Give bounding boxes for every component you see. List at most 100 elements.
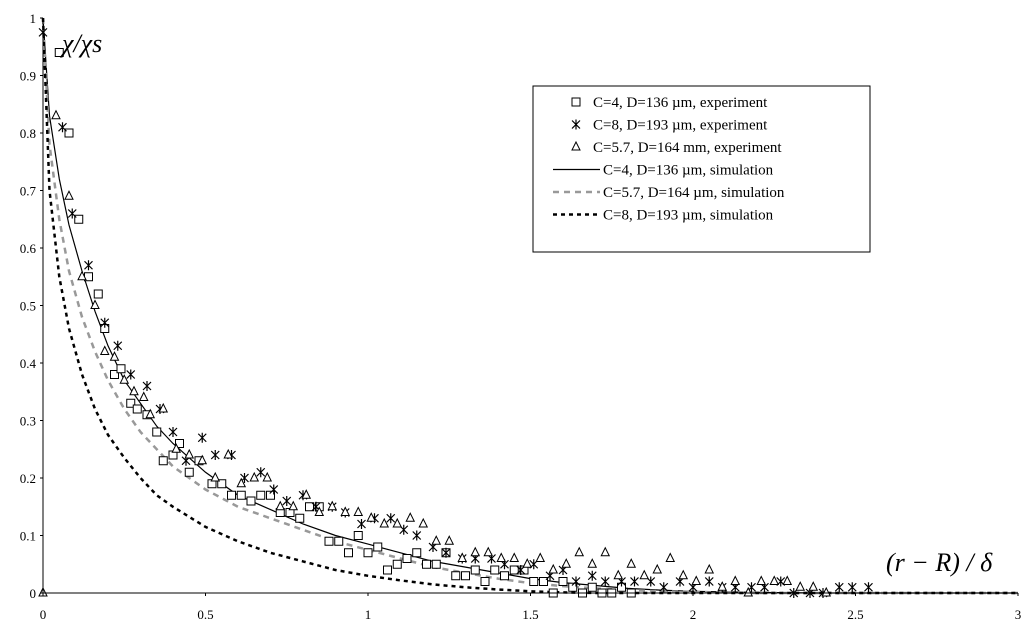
data-point-triangle — [77, 270, 87, 281]
y-tick-label: 0 — [30, 586, 37, 601]
data-point-square — [93, 289, 103, 299]
data-point-triangle — [418, 517, 429, 528]
x-tick-label: 0 — [40, 607, 47, 622]
data-point-triangle — [99, 345, 110, 355]
series-5-curve — [41, 17, 1018, 595]
data-point-square — [227, 490, 236, 500]
data-point-square — [305, 502, 314, 512]
data-point-triangle — [561, 558, 572, 568]
data-point-triangle — [431, 535, 442, 545]
data-point-star — [659, 582, 669, 593]
data-point-triangle — [379, 517, 390, 528]
data-point-triangle — [119, 374, 130, 384]
simulation-line — [41, 17, 1018, 595]
data-point-triangle — [405, 512, 416, 522]
data-point-square — [353, 531, 363, 540]
y-tick-label: 0.2 — [20, 471, 36, 486]
legend-entry-label: C=8, D=193 µm, experiment — [593, 118, 768, 134]
legend-entry-label: C=4, D=136 µm, simulation — [603, 163, 774, 179]
data-point-triangle — [496, 552, 507, 562]
data-point-triangle — [639, 569, 650, 580]
data-point-star — [168, 427, 178, 437]
data-point-triangle — [652, 563, 663, 574]
data-point-triangle — [483, 546, 494, 557]
data-point-square — [246, 496, 256, 506]
data-point-square — [132, 404, 142, 414]
data-point-triangle — [184, 448, 195, 459]
simulation-line — [42, 17, 1018, 594]
data-point-star — [571, 576, 581, 587]
data-point-star — [100, 317, 110, 328]
data-point-star — [113, 340, 123, 351]
data-point-triangle — [444, 535, 455, 545]
data-point-star — [847, 582, 857, 593]
data-point-triangle — [509, 552, 520, 562]
data-point-square — [529, 577, 539, 586]
data-point-triangle — [301, 489, 312, 499]
data-point-square — [461, 571, 470, 581]
data-point-square — [480, 577, 490, 586]
data-point-triangle — [353, 506, 364, 516]
data-point-triangle — [756, 575, 767, 585]
data-point-square — [422, 559, 431, 569]
legend-entry-label: C=5.7, D=164 µm, simulation — [603, 185, 785, 201]
legend-marker-triangle — [571, 140, 581, 151]
data-point-square — [587, 582, 597, 592]
data-point-square — [509, 565, 519, 575]
data-point-star — [282, 496, 292, 506]
data-point-square — [558, 577, 568, 586]
data-point-triangle — [51, 109, 61, 120]
data-point-triangle — [470, 546, 481, 557]
data-point-triangle — [522, 558, 533, 568]
data-point-triangle — [574, 546, 585, 557]
data-point-square — [334, 536, 344, 546]
simulation-line — [41, 17, 1018, 595]
data-point-square — [175, 439, 184, 448]
y-tick-label: 0.4 — [20, 356, 37, 371]
data-point-triangle — [145, 408, 156, 419]
series-3-curve — [42, 17, 1018, 594]
data-point-triangle — [587, 558, 598, 568]
data-point-star — [834, 582, 844, 593]
data-point-star — [600, 576, 610, 587]
data-point-triangle — [275, 500, 286, 511]
data-point-triangle — [340, 506, 351, 516]
data-point-triangle — [691, 575, 702, 585]
series-4-curve — [41, 17, 1018, 595]
data-point-star — [704, 576, 714, 587]
data-point-triangle — [821, 586, 832, 597]
data-point-triangle — [626, 558, 637, 568]
data-point-square — [152, 427, 162, 437]
data-point-star — [142, 381, 152, 391]
y-tick-label: 0.6 — [20, 241, 37, 256]
data-point-square — [402, 554, 412, 563]
data-point-triangle — [288, 500, 299, 511]
data-point-square — [184, 467, 194, 477]
y-axis-title: χ/χs — [59, 29, 102, 58]
data-point-triangle — [158, 402, 169, 413]
data-point-star — [84, 260, 93, 271]
data-point-square — [431, 559, 441, 569]
data-point-triangle — [171, 443, 182, 453]
data-point-star — [256, 467, 266, 478]
legend-marker-square — [571, 97, 581, 107]
x-tick-label: 2.5 — [847, 607, 863, 622]
data-point-star — [58, 122, 67, 133]
data-point-triangle — [548, 563, 559, 574]
data-point-square — [500, 571, 509, 581]
data-point-square — [324, 536, 334, 546]
data-point-star — [630, 576, 639, 587]
data-point-square — [217, 479, 227, 489]
data-point-triangle — [210, 471, 221, 482]
data-point-square — [373, 542, 383, 552]
x-tick-label: 3 — [1015, 607, 1022, 622]
plot-area — [38, 17, 1018, 598]
data-point-triangle — [769, 575, 780, 585]
data-point-triangle — [730, 575, 741, 585]
axes — [42, 18, 1018, 594]
data-point-star — [412, 530, 422, 541]
y-tick-label: 0.3 — [20, 414, 36, 429]
data-point-square — [568, 582, 578, 592]
x-tick-label: 1 — [365, 607, 372, 622]
data-point-triangle — [64, 190, 74, 200]
